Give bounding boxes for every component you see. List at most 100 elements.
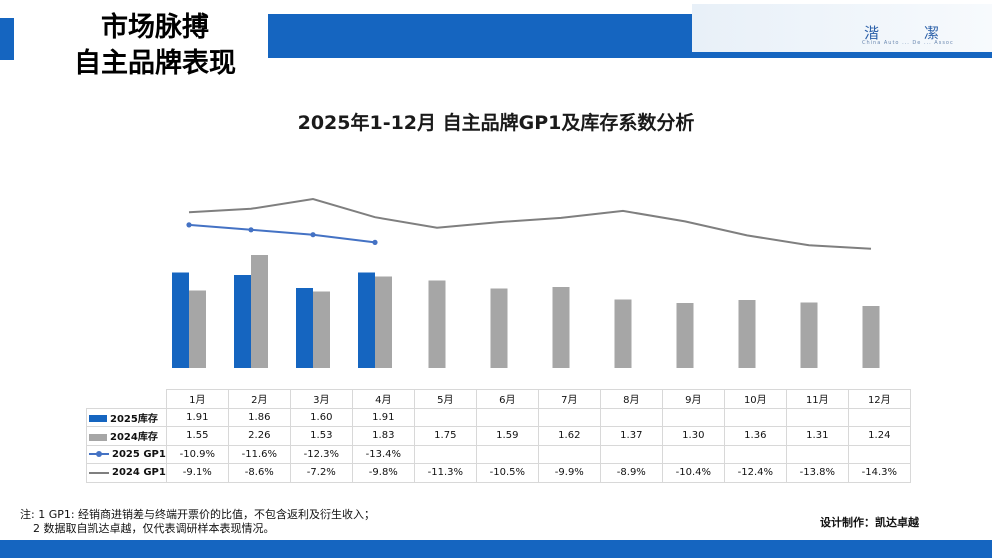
- data-label-3-0: -9.1%: [165, 463, 229, 483]
- category-label-4: 5月: [413, 389, 477, 409]
- data-label-2-2: -12.3%: [289, 444, 353, 464]
- legend-label-3: 2024 GP1: [112, 467, 166, 479]
- footnote-2: 2 数据取自凯达卓越，仅代表调研样本表现情况。: [33, 522, 275, 535]
- legend-entry-2: 2025 GP1: [86, 444, 167, 464]
- legend-label-0: 2025库存: [110, 413, 158, 425]
- data-label-2-0: -10.9%: [165, 444, 229, 464]
- data-label-3-9: -12.4%: [723, 463, 787, 483]
- category-label-7: 8月: [599, 389, 663, 409]
- data-label-0-0: 1.91: [165, 407, 229, 427]
- data-label-3-8: -10.4%: [661, 463, 725, 483]
- footnotes: 注: 1 GP1: 经销商进销差与终端开票价的比值，不包含返利及衍生收入； 2 …: [20, 508, 375, 536]
- data-label-0-11: [847, 407, 911, 427]
- bar-1-5: [490, 288, 508, 368]
- bar-0-3: [358, 272, 375, 368]
- bar-1-10: [800, 302, 818, 368]
- data-label-3-5: -10.5%: [475, 463, 539, 483]
- category-label-10: 11月: [785, 389, 849, 409]
- data-label-2-3: -13.4%: [351, 444, 415, 464]
- data-label-1-9: 1.36: [723, 426, 787, 446]
- data-label-1-1: 2.26: [227, 426, 291, 446]
- bar-1-0: [189, 290, 206, 368]
- legend-key-0: [89, 415, 107, 423]
- data-label-2-5: [475, 444, 539, 464]
- data-table: 1月 2月 3月 4月 5月 6月 7月 8月 9月 10月 11月 12月 2025库存 1.91 1.8…: [86, 389, 911, 483]
- bar-1-4: [428, 280, 446, 368]
- data-label-2-7: [599, 444, 663, 464]
- bar-1-1: [251, 255, 268, 368]
- data-label-0-10: [785, 407, 849, 427]
- data-label-0-1: 1.86: [227, 407, 291, 427]
- data-label-0-4: [413, 407, 477, 427]
- bar-0-0: [172, 272, 189, 368]
- line-0-point-1: [248, 227, 254, 233]
- category-label-8: 9月: [661, 389, 725, 409]
- data-label-0-7: [599, 407, 663, 427]
- bar-1-7: [614, 299, 632, 368]
- legend-label-2: 2025 GP1: [112, 448, 166, 460]
- data-label-2-10: [785, 444, 849, 464]
- data-label-1-5: 1.59: [475, 426, 539, 446]
- data-label-1-11: 1.24: [847, 426, 911, 446]
- legend-key-1: [89, 433, 107, 441]
- legend-entry-1: 2024库存: [86, 426, 167, 446]
- data-label-1-8: 1.30: [661, 426, 725, 446]
- chart-title: 2025年1-12月 自主品牌GP1及库存系数分析: [297, 112, 695, 134]
- data-label-1-6: 1.62: [537, 426, 601, 446]
- category-label-1: 2月: [227, 389, 291, 409]
- legend-key-2: [89, 449, 109, 458]
- footnote-1: 注: 1 GP1: 经销商进销差与终端开票价的比值，不包含返利及衍生收入；: [20, 508, 376, 521]
- logo-area: [692, 4, 992, 52]
- page-title: 市场脉搏 自主品牌表现: [40, 10, 270, 82]
- data-label-0-8: [661, 407, 725, 427]
- data-label-0-3: 1.91: [351, 407, 415, 427]
- data-label-3-3: -9.8%: [351, 463, 415, 483]
- bar-0-2: [296, 288, 313, 368]
- line-1: [188, 197, 872, 250]
- data-label-0-5: [475, 407, 539, 427]
- page-title-line1: 市场脉搏: [101, 12, 209, 43]
- category-label-2: 3月: [289, 389, 353, 409]
- legend-entry-0: 2025库存: [86, 407, 167, 427]
- line-0-point-2: [310, 232, 316, 238]
- data-label-2-1: -11.6%: [227, 444, 291, 464]
- legend-entry-3: 2024 GP1: [86, 463, 167, 483]
- logo-glyph-2: 㓗: [924, 24, 940, 42]
- data-label-2-11: [847, 444, 911, 464]
- logo-glyph-1: 湝: [864, 24, 880, 42]
- table-row: 2025 GP1 -10.9% -11.6% -12.3% -13.4%: [86, 444, 911, 464]
- line-0-point-3: [372, 239, 378, 245]
- data-label-3-1: -8.6%: [227, 463, 291, 483]
- legend-label-1: 2024库存: [110, 432, 158, 444]
- table-row: 2024库存 1.55 2.26 1.53 1.83 1.75 1.59 1.62 1.37 1.…: [86, 426, 911, 446]
- bar-1-3: [375, 276, 392, 368]
- data-label-0-9: [723, 407, 787, 427]
- logo-small-text: China Auto ... De ... Assoc: [862, 40, 954, 46]
- data-label-0-6: [537, 407, 601, 427]
- bar-1-9: [738, 300, 756, 368]
- category-label-5: 6月: [475, 389, 539, 409]
- data-label-3-4: -11.3%: [413, 463, 477, 483]
- data-label-3-11: -14.3%: [847, 463, 911, 483]
- data-label-2-4: [413, 444, 477, 464]
- page-title-line2: 自主品牌表现: [74, 48, 236, 79]
- bar-1-2: [313, 291, 330, 368]
- bar-1-6: [552, 287, 570, 368]
- data-label-1-10: 1.31: [785, 426, 849, 446]
- category-label-0: 1月: [165, 389, 229, 409]
- line-0: [188, 223, 376, 244]
- category-label-3: 4月: [351, 389, 415, 409]
- data-label-1-0: 1.55: [165, 426, 229, 446]
- data-label-0-2: 1.60: [289, 407, 353, 427]
- designer-credit: 设计制作：凯达卓越: [820, 516, 919, 529]
- data-label-1-3: 1.83: [351, 426, 415, 446]
- data-label-3-2: -7.2%: [289, 463, 353, 483]
- data-label-3-6: -9.9%: [537, 463, 601, 483]
- data-label-1-7: 1.37: [599, 426, 663, 446]
- category-label-11: 12月: [847, 389, 911, 409]
- category-label-6: 7月: [537, 389, 601, 409]
- table-row: 2025库存 1.91 1.86 1.60 1.91: [86, 407, 911, 427]
- category-label-9: 10月: [723, 389, 787, 409]
- bar-0-1: [234, 275, 251, 368]
- chart: [172, 197, 880, 368]
